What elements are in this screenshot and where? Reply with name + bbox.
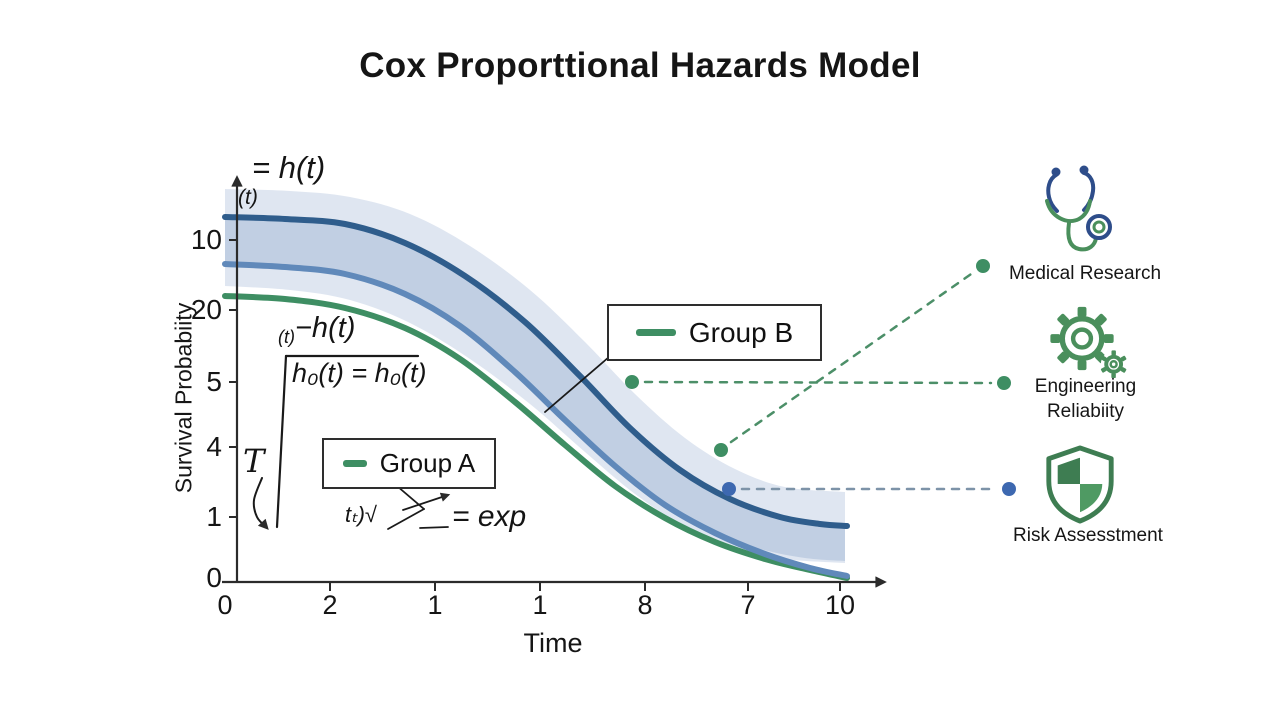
gear-icon [1050, 306, 1127, 379]
annotation-t-fragment: tₜ)√ [345, 502, 378, 527]
annotation-stroke-exp-leader [396, 485, 425, 510]
marker-dot [1002, 482, 1016, 496]
legend-group-a-label: Group A [379, 448, 476, 478]
y-tick-label: 10 [191, 224, 222, 255]
curve-group-a [222, 293, 850, 581]
annotation-exp: = exp [452, 500, 527, 533]
x-tick-label: 1 [532, 590, 547, 620]
annotation-stroke-h0-radical [275, 354, 288, 529]
y-tick-label: 20 [191, 294, 222, 325]
curve-group-b-lower [222, 261, 850, 579]
marker-dot [625, 375, 639, 389]
legend-group-b: Group B [607, 304, 822, 361]
marker-dot [976, 259, 990, 273]
marker-dot [714, 443, 728, 457]
x-tick-label: 0 [217, 590, 232, 620]
annotation-stroke-exp-underline [419, 526, 449, 529]
annotation-stroke-exp-arrow [402, 492, 451, 511]
legend-group-b-label: Group B [688, 316, 794, 348]
annotation-t-sub-mid: (t) [278, 327, 295, 347]
annotation-stroke-group-b-leader [544, 356, 610, 413]
x-axis-label: Time [524, 628, 583, 658]
annotation-h0-equation: h₀(t) = h₀(t) [292, 358, 427, 388]
risk-assessment-label: Risk Assesstment [1013, 525, 1163, 546]
group-a-line-swatch [342, 460, 367, 467]
y-tick-label: 5 [206, 366, 222, 397]
annotation-stroke-exp-radical [387, 508, 425, 530]
medical-research-label: Medical Research [1008, 263, 1162, 284]
y-axis-label: Survival Probabiity [170, 302, 197, 494]
x-tick-label: 2 [322, 590, 337, 620]
annotation-minus-h-t: (t)−h(t) [278, 312, 356, 347]
stethoscope-icon [1045, 165, 1112, 252]
legend-group-a: Group A [322, 438, 496, 489]
x-tick-label: 7 [740, 590, 755, 620]
x-tick-label: 1 [427, 590, 442, 620]
engineering-reliability-label: Engineering Reliabiity [1034, 376, 1137, 422]
annotation-T: T [243, 442, 265, 480]
y-tick-label: 4 [206, 431, 222, 462]
x-tick-label: 10 [825, 590, 855, 620]
chart-title: Cox Proporttional Hazards Model [359, 46, 921, 85]
y-tick-label: 0 [206, 562, 222, 593]
annotation-h-t: = h(t) [252, 150, 326, 185]
y-tick-label: 1 [206, 501, 222, 532]
annotation-t-sub-top: (t) [238, 186, 258, 209]
connector-line [729, 270, 976, 444]
x-tick-label: 8 [637, 590, 652, 620]
marker-dot [722, 482, 736, 496]
marker-dot [997, 376, 1011, 390]
annotation-stroke-t-arrow [252, 477, 269, 530]
group-b-line-swatch [635, 329, 676, 336]
shield-icon [1046, 445, 1114, 524]
curve-group-b-upper [222, 214, 850, 529]
